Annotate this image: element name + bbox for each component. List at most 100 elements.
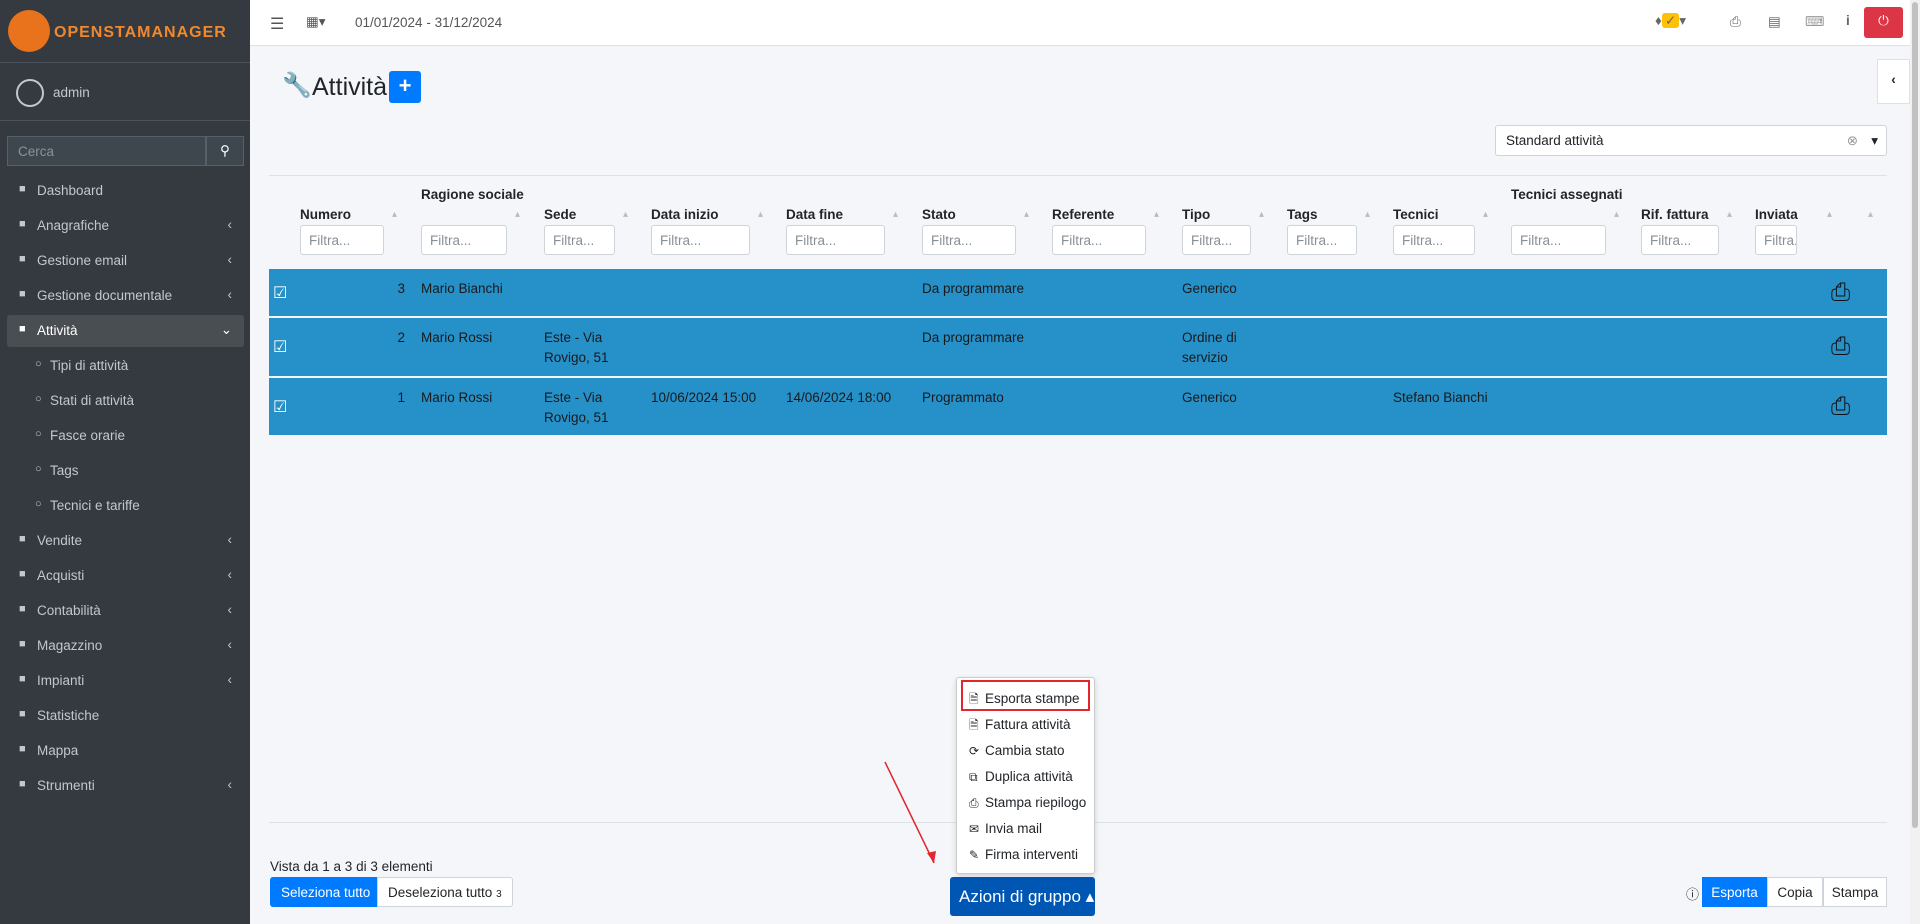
sort-icon[interactable]: ▴ [1259, 209, 1265, 220]
sort-icon[interactable]: ▴ [1614, 209, 1620, 220]
sort-icon[interactable]: ▴ [515, 209, 521, 220]
column-header[interactable]: Tecnici assegnati [1511, 187, 1623, 202]
column-filter[interactable]: Filtra... [1393, 225, 1475, 255]
table-row[interactable]: ☑ ⎙ 2 Mario Rossi Este - Via Rovigo, 51 Da pr… [269, 318, 1887, 376]
logout-button[interactable]: ⏻ [1864, 7, 1903, 38]
sort-icon[interactable]: ▴ [392, 209, 398, 220]
table-cell: Da programmare [922, 281, 1025, 296]
sort-icon[interactable]: ▴ [1024, 209, 1030, 220]
sort-icon[interactable]: ▴ [1154, 209, 1160, 220]
calendar-button[interactable]: ▦▾ [306, 14, 326, 29]
info-icon[interactable]: i [1846, 13, 1850, 28]
select-all-button[interactable]: Seleziona tutto [270, 877, 382, 907]
menu-label: Impianti [37, 673, 85, 688]
menu-item[interactable]: ■ Contabilità ‹ [7, 595, 244, 627]
sort-icon[interactable]: ▴ [1483, 209, 1489, 220]
group-actions-button[interactable]: Azioni di gruppo ▴ [950, 877, 1095, 916]
column-filter[interactable]: Filtra... [544, 225, 615, 255]
add-button[interactable]: + [389, 71, 421, 103]
column-filter[interactable]: Filtra... [1287, 225, 1357, 255]
column-header[interactable]: Data fine [786, 207, 844, 222]
export-button[interactable]: Stampa [1823, 877, 1887, 907]
sort-icon[interactable]: ▴ [1827, 209, 1833, 220]
column-header[interactable]: Data inizio [651, 207, 719, 222]
column-header[interactable]: Ragione sociale [421, 187, 524, 202]
menu-icon: ■ [19, 533, 26, 545]
table-row[interactable]: ☑ ⎙ 1 Mario Rossi Este - Via Rovigo, 51 10/06… [269, 378, 1887, 435]
segment-select[interactable]: Standard attività ⊗ ▾ [1495, 125, 1887, 156]
column-header[interactable]: Tipo [1182, 207, 1211, 222]
print-icon[interactable]: ⎙ [1730, 14, 1741, 29]
date-range[interactable]: 01/01/2024 - 31/12/2024 [355, 15, 503, 30]
column-filter[interactable]: Filtra... [1052, 225, 1146, 255]
control-sidebar-toggle[interactable]: ‹ [1877, 59, 1910, 104]
book-icon[interactable]: ▤ [1768, 14, 1781, 29]
print-button[interactable]: ⎙ [1831, 392, 1851, 420]
column-header[interactable]: Sede [544, 207, 577, 222]
menu-item[interactable]: ■ Dashboard [7, 175, 244, 207]
sort-icon[interactable]: ▴ [1868, 209, 1874, 220]
menu-item[interactable]: ○ Tipi di attività [7, 350, 244, 382]
menu-arrow: ‹ [227, 672, 233, 687]
export-button[interactable]: Esporta [1702, 877, 1767, 907]
row-checkbox[interactable]: ☑ [273, 398, 288, 416]
column-header[interactable]: Inviata [1755, 207, 1798, 222]
help-icon[interactable]: ⓘ [1686, 887, 1700, 902]
menu-item[interactable]: ■ Anagrafiche ‹ [7, 210, 244, 242]
menu-item[interactable]: ○ Tags [7, 455, 244, 487]
column-header[interactable]: Tags [1287, 207, 1318, 222]
menu-toggle[interactable]: ☰ [270, 16, 285, 33]
menu-item[interactable]: ■ Statistiche [7, 700, 244, 732]
table-row[interactable]: ☑ ⎙ 3 Mario Bianchi Da programmare Generico [269, 269, 1887, 316]
column-header[interactable]: Rif. fattura [1641, 207, 1709, 222]
group-action-item[interactable]: ✉ Invia mail [957, 816, 1094, 842]
menu-item[interactable]: ■ Acquisti ‹ [7, 560, 244, 592]
column-header[interactable]: Tecnici [1393, 207, 1439, 222]
column-filter[interactable]: Filtra... [1511, 225, 1606, 255]
menu-item[interactable]: ■ Gestione documentale ‹ [7, 280, 244, 312]
sort-icon[interactable]: ▴ [1365, 209, 1371, 220]
search-button[interactable]: ⚲ [206, 136, 244, 166]
menu-item[interactable]: ■ Mappa [7, 735, 244, 767]
sort-icon[interactable]: ▴ [1727, 209, 1733, 220]
sort-icon[interactable]: ▴ [758, 209, 764, 220]
menu-item[interactable]: ■ Gestione email ‹ [7, 245, 244, 277]
print-button[interactable]: ⎙ [1831, 278, 1851, 306]
column-filter[interactable]: Filtra... [421, 225, 507, 255]
column-header[interactable]: Referente [1052, 207, 1115, 222]
group-action-item[interactable]: ⟳ Cambia stato [957, 738, 1094, 764]
sort-icon[interactable]: ▴ [893, 209, 899, 220]
search-input[interactable]: Cerca [7, 136, 206, 166]
menu-item[interactable]: ■ Magazzino ‹ [7, 630, 244, 662]
menu-item[interactable]: ○ Stati di attività [7, 385, 244, 417]
column-filter[interactable]: Filtra... [786, 225, 885, 255]
row-checkbox[interactable]: ☑ [273, 284, 288, 302]
column-header[interactable]: Numero [300, 207, 352, 222]
menu-item[interactable]: ■ Attività ⌄ [7, 315, 244, 347]
column-filter[interactable]: Filtra... [300, 225, 384, 255]
column-filter[interactable]: Filtra... [1755, 225, 1797, 255]
user-name[interactable]: admin [53, 85, 90, 100]
group-action-item[interactable]: 🗎 Esporta stampe [957, 686, 1094, 712]
row-checkbox[interactable]: ☑ [273, 339, 288, 356]
deselect-all-button[interactable]: Deseleziona tutto 3 [377, 877, 513, 907]
export-button[interactable]: Copia [1767, 877, 1823, 907]
print-button[interactable]: ⎙ [1831, 333, 1851, 360]
group-action-item[interactable]: ✎ Firma interventi [957, 842, 1094, 868]
column-header[interactable]: Stato [922, 207, 956, 222]
notifications[interactable]: ♦ ✓ ▾ [1655, 13, 1686, 28]
group-action-item[interactable]: ⧉ Duplica attività [957, 764, 1094, 790]
menu-item[interactable]: ○ Tecnici e tariffe [7, 490, 244, 522]
menu-item[interactable]: ○ Fasce orarie [7, 420, 244, 452]
group-action-item[interactable]: 🗎 Fattura attività [957, 712, 1094, 738]
group-action-item[interactable]: ⎙ Stampa riepilogo [957, 790, 1094, 816]
sort-icon[interactable]: ▴ [623, 209, 629, 220]
keyboard-icon[interactable]: ⌨ [1805, 14, 1825, 29]
menu-item[interactable]: ■ Vendite ‹ [7, 525, 244, 557]
column-filter[interactable]: Filtra... [1182, 225, 1251, 255]
column-filter[interactable]: Filtra... [922, 225, 1016, 255]
column-filter[interactable]: Filtra... [651, 225, 750, 255]
menu-item[interactable]: ■ Strumenti ‹ [7, 770, 244, 802]
column-filter[interactable]: Filtra... [1641, 225, 1719, 255]
menu-item[interactable]: ■ Impianti ‹ [7, 665, 244, 697]
